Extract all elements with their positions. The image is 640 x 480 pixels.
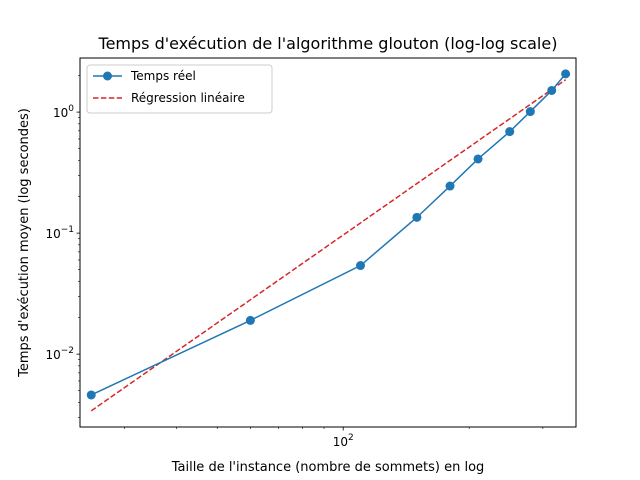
data-point-temps-reel xyxy=(561,69,571,79)
data-point-temps-reel xyxy=(525,107,535,117)
data-point-temps-reel xyxy=(505,127,515,137)
data-point-temps-reel xyxy=(245,315,255,325)
y-tick-label: 10−1 xyxy=(45,225,74,241)
data-point-temps-reel xyxy=(86,390,96,400)
y-tick-label-base: 10 xyxy=(53,106,68,120)
y-tick-label-base: 10 xyxy=(45,227,60,241)
legend-marker-temps-reel xyxy=(103,71,112,81)
series-line-temps-reel xyxy=(90,73,567,396)
data-point-temps-reel xyxy=(412,212,422,222)
x-tick-label-exp: 2 xyxy=(348,433,354,443)
legend-frame xyxy=(86,64,273,114)
data-point-temps-reel xyxy=(547,85,557,95)
x-tick-label-base: 10 xyxy=(333,435,348,449)
y-tick-label-base: 10 xyxy=(45,348,60,362)
y-tick-label-exp: 0 xyxy=(68,104,74,114)
legend: Temps réel Régression linéaire xyxy=(86,64,273,114)
data-point-temps-reel xyxy=(473,154,483,164)
y-tick-label-exp: −2 xyxy=(61,346,74,356)
series-layer xyxy=(86,69,571,412)
data-point-temps-reel xyxy=(356,261,366,271)
y-axis-label: Temps d'exécution moyen (log secondes) xyxy=(17,108,32,378)
series-line-regression xyxy=(90,79,567,412)
chart-title: Temps d'exécution de l'algorithme glouto… xyxy=(98,34,558,53)
x-axis-label: Taille de l'instance (nombre de sommets)… xyxy=(171,460,485,475)
y-tick-label-exp: −1 xyxy=(61,225,74,235)
x-tick-label: 102 xyxy=(333,433,354,449)
y-tick-label: 10−2 xyxy=(45,346,74,362)
legend-label-temps-reel: Temps réel xyxy=(130,69,196,83)
data-point-temps-reel xyxy=(445,181,455,191)
plot-frame xyxy=(79,57,577,428)
y-tick-label: 100 xyxy=(53,104,74,120)
legend-label-regression: Régression linéaire xyxy=(131,91,245,105)
